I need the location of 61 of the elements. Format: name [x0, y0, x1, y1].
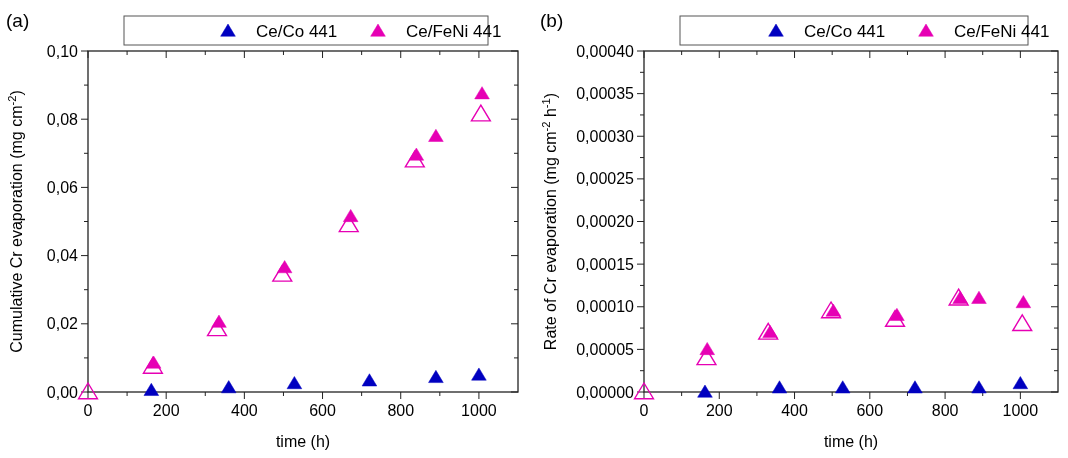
legend-label: Ce/Co 441 — [804, 22, 886, 41]
legend-label: Ce/FeNi 441 — [954, 22, 1050, 41]
x-tick-label: 1000 — [1002, 402, 1039, 419]
point — [633, 382, 655, 400]
point — [771, 380, 788, 394]
point — [697, 384, 713, 398]
x-tick-label: 600 — [856, 402, 884, 419]
y-tick-label: 0,00 — [46, 383, 79, 401]
y-tick-label: 0,00025 — [576, 170, 635, 188]
legend-label: Ce/FeNi 441 — [406, 22, 502, 41]
x-tick-label: 400 — [231, 402, 258, 419]
point — [699, 342, 715, 355]
x-tick-label: 800 — [387, 402, 415, 419]
point — [361, 373, 378, 387]
y-tick-label: 0,04 — [46, 247, 79, 265]
y-tick-label: 0,00010 — [576, 298, 635, 316]
x-tick-label: 0 — [83, 402, 93, 419]
point — [221, 380, 237, 394]
y-tick-label: 0,00000 — [576, 383, 635, 401]
y-tick-label: 0,02 — [46, 315, 79, 333]
text: (b) — [540, 10, 564, 31]
x-tick-label: 0 — [639, 402, 649, 419]
x-tick-label: 1000 — [461, 402, 497, 419]
x-tick-label: 200 — [152, 402, 180, 419]
point — [835, 380, 851, 394]
y-tick-label: 0,08 — [46, 110, 79, 128]
point — [948, 288, 969, 306]
point — [971, 290, 987, 304]
x-tick-label: 200 — [705, 402, 733, 419]
point — [1012, 314, 1033, 332]
y-tick-label: 0,06 — [46, 178, 79, 196]
point — [971, 380, 987, 394]
point — [820, 301, 842, 319]
y-tick-label: 0,00030 — [576, 127, 635, 145]
point — [286, 376, 302, 389]
point — [143, 383, 159, 396]
x-axis-title: time (h) — [823, 433, 879, 450]
point — [1012, 376, 1028, 389]
x-tick-label: 400 — [781, 402, 808, 419]
y-tick-label: 0,00040 — [576, 42, 635, 60]
point — [471, 367, 487, 381]
y-tick-label: 0,00035 — [576, 85, 635, 103]
x-tick-label: 800 — [931, 402, 959, 419]
point — [474, 86, 490, 100]
x-tick-label: 600 — [309, 402, 336, 419]
point — [758, 322, 779, 340]
point — [1015, 295, 1031, 308]
y-tick-label: 0,00015 — [576, 255, 635, 273]
y-tick-label: 0,10 — [46, 42, 79, 60]
legend-label: Ce/Co 441 — [256, 22, 338, 41]
point — [907, 380, 923, 394]
point — [884, 309, 906, 327]
y-tick-label: 0,00005 — [576, 340, 635, 358]
y-tick-label: 0,00020 — [576, 213, 635, 230]
point — [470, 104, 492, 122]
point — [77, 382, 99, 400]
x-axis-title: time (h) — [275, 433, 331, 450]
point — [428, 129, 444, 142]
point — [343, 209, 359, 222]
text: (a) — [6, 10, 30, 31]
point — [428, 370, 444, 383]
